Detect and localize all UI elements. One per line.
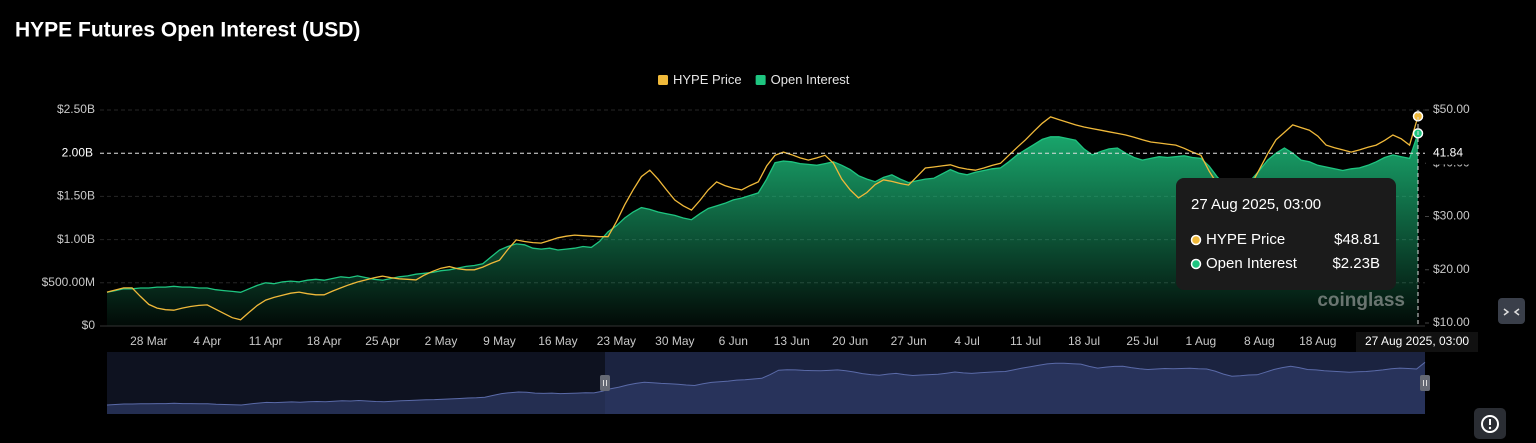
x-tick-label: 4 Jul xyxy=(954,334,979,348)
y-tick-label: $2.50B xyxy=(57,102,95,116)
y-tick-label: $1.50B xyxy=(57,189,95,203)
x-tick-label: 8 Aug xyxy=(1244,334,1275,348)
tooltip-bg xyxy=(1176,178,1396,290)
x-tick-label: 4 Apr xyxy=(193,334,221,348)
tooltip-title: 27 Aug 2025, 03:00 xyxy=(1191,196,1321,213)
crosshair-y2-label: 41.84 xyxy=(1433,146,1463,160)
x-tick-label: 11 Jul xyxy=(1010,334,1041,348)
tooltip: 27 Aug 2025, 03:00 HYPE Price $48.81 Open I… xyxy=(1176,178,1396,290)
tooltip-name: Open Interest xyxy=(1206,255,1298,272)
x-tick-label: 28 Mar xyxy=(130,334,167,348)
tooltip-dot xyxy=(1190,258,1202,270)
tooltip-name: HYPE Price xyxy=(1206,231,1285,248)
legend-swatch xyxy=(755,75,766,85)
x-tick-label: 9 May xyxy=(483,334,516,348)
x-tick-label: 20 Jun xyxy=(832,334,868,348)
x-tick-label: 6 Jun xyxy=(719,334,748,348)
crosshair-label-bg xyxy=(1426,142,1478,165)
legend-label: Open Interest xyxy=(771,72,850,87)
x-tick-label: 2 May xyxy=(425,334,458,348)
x-tick-label: 25 Jul xyxy=(1126,334,1158,348)
collapse-button[interactable] xyxy=(1498,298,1525,324)
x-tick-label: 13 Jun xyxy=(774,334,810,348)
settings-icon xyxy=(1481,415,1499,433)
settings-icon xyxy=(1488,426,1492,430)
legend-swatch xyxy=(658,75,668,85)
area xyxy=(107,133,1418,326)
x-tick-label: 25 Apr xyxy=(365,334,400,348)
x-tick-label: 30 May xyxy=(655,334,694,348)
tooltip-value: $48.81 xyxy=(1334,231,1380,248)
collapse-icon xyxy=(1503,308,1520,316)
area-line xyxy=(106,133,1419,293)
crosshair-x-label-bg xyxy=(1356,332,1478,352)
y-tick-label: $1.00B xyxy=(57,232,95,246)
y-tick-label: $0 xyxy=(82,318,96,332)
y2-tick-label: $10.00 xyxy=(1433,315,1470,329)
navigator-area xyxy=(107,362,1425,414)
chart-title: HYPE Futures Open Interest (USD) xyxy=(15,19,360,42)
navigator-handle[interactable] xyxy=(600,375,610,391)
x-tick-label: 23 May xyxy=(597,334,636,348)
crosshair-y-label: 2.00B xyxy=(62,145,93,159)
tooltip-value: $2.23B xyxy=(1332,255,1380,272)
x-tick-label: 18 Jul xyxy=(1068,334,1100,348)
y2-tick-label: $30.00 xyxy=(1433,209,1470,223)
y2-tick-label: $20.00 xyxy=(1433,262,1470,276)
x-tick-label: 16 May xyxy=(538,334,577,348)
legend-label: HYPE Price xyxy=(673,72,742,87)
navigator-handle[interactable] xyxy=(1420,375,1430,391)
x-tick-label: 18 Apr xyxy=(307,334,342,348)
x-tick-label: 11 Apr xyxy=(249,334,283,348)
y-tick-label: $500.00M xyxy=(42,275,95,289)
crosshair-x-label: 27 Aug 2025, 03:00 xyxy=(1365,334,1469,348)
x-tick-label: 1 Aug xyxy=(1186,334,1217,348)
plot xyxy=(106,116,1426,414)
y2-tick-label: $50.00 xyxy=(1433,102,1470,116)
crosshair-label-bg xyxy=(38,143,100,164)
navigator-line xyxy=(106,361,1426,406)
x-tick-label: 27 Jun xyxy=(891,334,927,348)
x-tick-label: 18 Aug xyxy=(1299,334,1336,348)
watermark: coinglass xyxy=(1317,290,1405,311)
tooltip-dot xyxy=(1190,234,1202,246)
line xyxy=(106,116,1419,321)
